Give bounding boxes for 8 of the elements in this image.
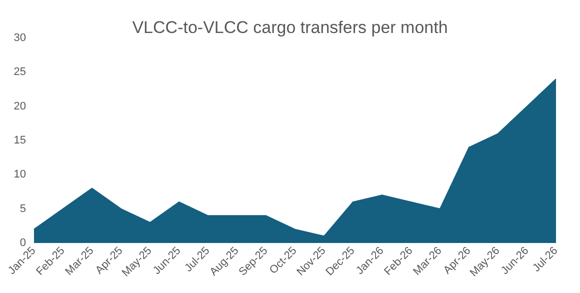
y-tick-label: 20: [14, 100, 26, 112]
y-tick-label: 10: [14, 168, 26, 181]
chart-title: VLCC-to-VLCC cargo transfers per month: [132, 18, 448, 37]
y-tick-label: 15: [14, 134, 26, 146]
y-tick-label: 30: [14, 32, 26, 44]
y-tick-label: 25: [14, 66, 26, 78]
y-tick-label: 0: [20, 237, 26, 249]
y-tick-label: 5: [20, 202, 26, 215]
